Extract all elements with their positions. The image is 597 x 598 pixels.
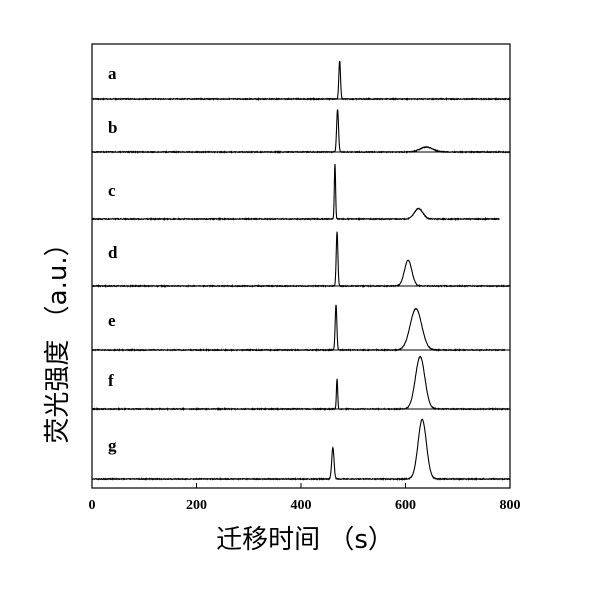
panel-label-c: c (108, 181, 116, 200)
x-tick-label: 400 (291, 498, 312, 513)
x-axis-label: 迁移时间 （s） (216, 525, 394, 555)
series-trace-a (91, 60, 511, 102)
x-tick-label: 600 (395, 498, 416, 513)
x-tick-label: 200 (186, 498, 207, 513)
series-trace-c (91, 163, 500, 222)
plot-frame (91, 43, 511, 489)
y-axis-label: 荧光强度 （a.u.） (43, 230, 73, 443)
series-trace-e (91, 304, 506, 353)
series-trace-d (91, 231, 511, 288)
x-tick-label: 0 (89, 498, 96, 513)
series-trace-b (91, 109, 511, 155)
panels-layer: a b c d e f g (91, 60, 511, 481)
panel-label-d: d (108, 243, 118, 262)
panel-label-g: g (108, 436, 117, 455)
panel-label-b: b (108, 118, 117, 137)
panel-label-f: f (108, 371, 114, 390)
panel-label-a: a (108, 64, 117, 83)
x-axis: 0 200 400 600 800 (89, 483, 521, 513)
x-tick-label: 800 (500, 498, 521, 513)
series-trace-g (91, 418, 511, 481)
panel-label-e: e (108, 311, 116, 330)
series-trace-f (91, 355, 511, 412)
